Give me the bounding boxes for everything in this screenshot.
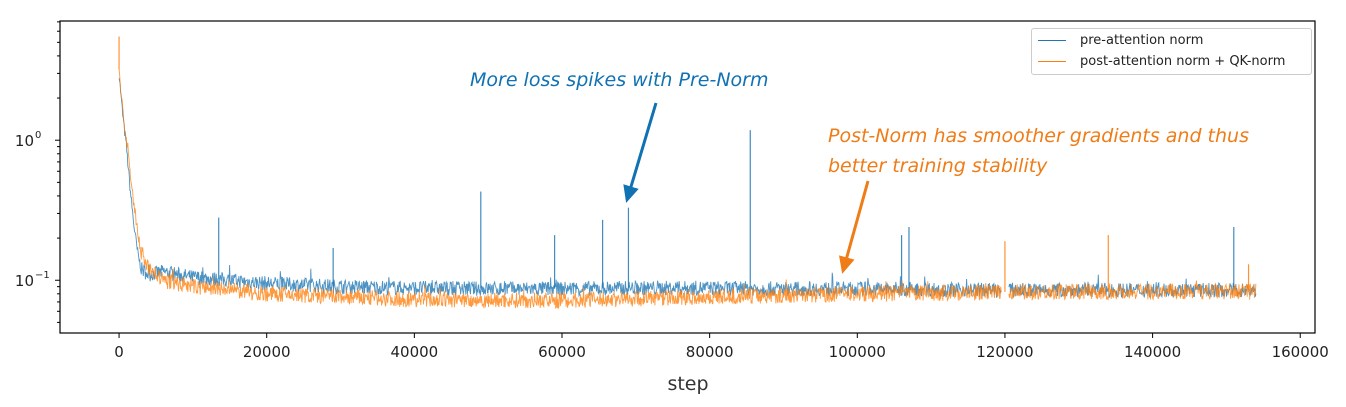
annotation-post-norm-line2: better training stability — [828, 155, 1048, 177]
x-tick-label: 140000 — [1124, 343, 1181, 361]
annotations: More loss spikes with Pre-Norm Post-Norm … — [470, 69, 1249, 274]
arrow-pre-norm-head — [623, 184, 639, 203]
annotation-pre-norm: More loss spikes with Pre-Norm — [470, 69, 769, 91]
legend-label: pre-attention norm — [1080, 33, 1204, 48]
legend-label: post-attention norm + QK-norm — [1080, 54, 1286, 69]
x-tick-label: 160000 — [1272, 343, 1329, 361]
legend: pre-attention norm post-attention norm +… — [1031, 28, 1312, 75]
x-tick-label: 20000 — [243, 343, 291, 361]
x-tick-label: 40000 — [390, 343, 438, 361]
x-tick-label: 80000 — [686, 343, 734, 361]
y-tick-label: 10 — [15, 272, 34, 290]
legend-item-post-attention: post-attention norm + QK-norm — [1038, 54, 1285, 69]
x-tick-label: 120000 — [976, 343, 1033, 361]
arrow-post-norm-shaft — [841, 180, 870, 272]
y-tick-label: 10 — [15, 132, 34, 150]
y-tick-exponent: −1 — [35, 270, 50, 281]
x-axis-label: step — [667, 373, 708, 395]
legend-item-pre-attention: pre-attention norm — [1038, 33, 1203, 48]
series-line-pre-attention-norm — [118, 78, 1257, 299]
x-tick-label: 0 — [114, 343, 124, 361]
plot-lines — [118, 36, 1257, 310]
x-axis: 0 20000 40000 60000 80000 100000 120000 140000 1… — [114, 333, 1329, 361]
x-tick-label: 60000 — [538, 343, 586, 361]
series-line-post-attention-norm — [118, 69, 1257, 310]
arrow-pre-norm-shaft — [625, 102, 658, 201]
legend-swatch-orange — [1038, 61, 1066, 62]
legend-swatch-blue — [1038, 40, 1066, 41]
annotation-post-norm-line1: Post-Norm has smoother gradients and thu… — [828, 125, 1249, 147]
y-tick-exponent: 0 — [35, 130, 41, 141]
plot-frame — [59, 20, 1316, 334]
arrow-post-norm-head — [839, 255, 855, 274]
x-tick-label: 100000 — [829, 343, 886, 361]
